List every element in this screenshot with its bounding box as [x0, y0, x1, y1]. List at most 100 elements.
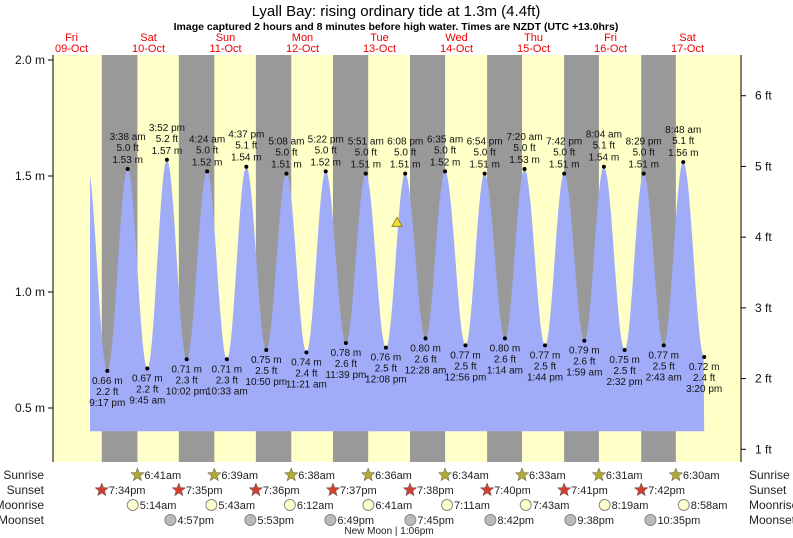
low-tide-point	[423, 336, 428, 341]
low-tide-point	[463, 343, 468, 348]
low-tide-m: 0.77 m	[530, 350, 561, 361]
sunrise-time: 6:30am	[683, 470, 720, 482]
high-tide-m: 1.51 m	[350, 160, 381, 171]
low-tide-ft: 2.6 ft	[494, 354, 516, 365]
low-tide-ft: 2.5 ft	[454, 361, 476, 372]
sunrise-time: 6:36am	[375, 470, 412, 482]
moonrise-time: 8:19am	[612, 500, 649, 512]
high-tide-time: 6:08 pm	[387, 137, 423, 148]
low-tide-time: 10:02 pm	[166, 386, 208, 397]
low-tide-ft: 2.6 ft	[573, 357, 595, 368]
high-tide-m: 1.52 m	[430, 157, 461, 168]
low-tide-ft: 2.4 ft	[693, 373, 715, 384]
high-tide-m: 1.53 m	[112, 155, 143, 166]
low-tide-time: 11:39 pm	[325, 370, 366, 381]
moonrise-icon	[598, 499, 611, 511]
low-tide-time: 1:59 am	[566, 368, 602, 379]
low-tide-point	[184, 357, 189, 362]
day-date: 14-Oct	[440, 43, 473, 55]
moonset-time: 5:53pm	[257, 515, 294, 527]
low-tide-point	[661, 343, 666, 348]
high-tide-ft: 5.0 ft	[633, 148, 655, 159]
low-tide-m: 0.77 m	[648, 350, 679, 361]
low-tide-point	[702, 354, 707, 359]
high-tide-m: 1.57 m	[152, 146, 183, 157]
moonrise-icon	[362, 499, 375, 511]
left-tick-label: 1.5 m	[15, 169, 45, 183]
sunrise-time: 6:38am	[298, 470, 335, 482]
day-date: 12-Oct	[286, 43, 319, 55]
moonset-time: 6:49pm	[337, 515, 374, 527]
high-tide-time: 3:38 am	[110, 132, 146, 143]
high-tide-m: 1.51 m	[549, 160, 580, 171]
high-tide-ft: 5.0 ft	[474, 148, 496, 159]
day-name: Tue	[370, 32, 389, 44]
sunset-time: 7:34pm	[109, 485, 146, 497]
low-tide-m: 0.71 m	[171, 364, 202, 375]
moonrise-time: 7:11am	[454, 500, 490, 512]
high-tide-time: 3:52 pm	[149, 123, 185, 134]
low-tide-ft: 2.6 ft	[414, 354, 436, 365]
low-tide-time: 12:56 pm	[445, 372, 487, 383]
sunrise-time: 6:34am	[452, 470, 489, 482]
low-tide-time: 2:32 pm	[607, 377, 643, 388]
current-tide-marker	[391, 216, 403, 227]
moonset-row-label: Moonset	[0, 513, 45, 527]
high-tide-m: 1.51 m	[628, 160, 659, 171]
high-tide-point	[403, 171, 408, 176]
moonset-time: 10:35pm	[657, 515, 700, 527]
sunrise-icon	[207, 467, 222, 482]
sunset-row-label-right: Sunset	[749, 483, 787, 497]
high-tide-time: 8:48 am	[665, 125, 701, 136]
high-tide-time: 7:20 am	[506, 132, 542, 143]
high-tide-ft: 5.1 ft	[672, 136, 694, 147]
right-tick-label: 3 ft	[755, 301, 772, 315]
moonset-icon	[404, 514, 417, 526]
moonrise-time: 8:58am	[691, 500, 728, 512]
moonrise-row-label-right: Moonrise	[749, 498, 793, 512]
low-tide-point	[383, 345, 388, 350]
high-tide-m: 1.54 m	[589, 153, 620, 164]
low-tide-time: 10:33 am	[206, 386, 248, 397]
day-name: Sat	[140, 32, 157, 44]
sunrise-time: 6:31am	[606, 470, 643, 482]
moonrise-time: 5:43am	[218, 500, 255, 512]
low-tide-point	[304, 350, 309, 355]
right-tick-label: 4 ft	[755, 230, 772, 244]
low-tide-ft: 2.5 ft	[653, 361, 675, 372]
high-tide-m: 1.51 m	[469, 160, 500, 171]
high-tide-time: 5:51 am	[348, 137, 384, 148]
sunrise-icon	[360, 467, 376, 482]
low-tide-ft: 2.2 ft	[136, 385, 158, 396]
high-tide-time: 6:35 am	[427, 134, 463, 145]
day-date: 17-Oct	[671, 43, 704, 55]
high-tide-time: 5:08 am	[268, 137, 304, 148]
high-tide-ft: 5.0 ft	[553, 148, 575, 159]
low-tide-ft: 2.5 ft	[534, 361, 556, 372]
moonset-icon	[484, 514, 497, 526]
low-tide-m: 0.72 m	[689, 362, 720, 373]
low-tide-ft: 2.5 ft	[613, 366, 635, 377]
high-tide-ft: 5.2 ft	[156, 134, 178, 145]
moonset-icon	[164, 514, 177, 526]
right-tick-label: 6 ft	[755, 89, 772, 103]
right-tick-label: 1 ft	[755, 442, 772, 456]
high-tide-ft: 5.0 ft	[355, 148, 377, 159]
chart-subtitle: Image captured 2 hours and 8 minutes bef…	[174, 21, 619, 33]
low-tide-time: 12:28 am	[405, 365, 447, 376]
low-tide-ft: 2.4 ft	[295, 368, 317, 379]
moonrise-row-label: Moonrise	[0, 498, 44, 512]
sunrise-icon	[591, 467, 607, 482]
high-tide-m: 1.56 m	[668, 148, 699, 159]
high-tide-point	[601, 164, 606, 169]
sunset-row-label: Sunset	[7, 483, 45, 497]
sunset-icon	[171, 482, 187, 497]
high-tide-time: 6:54 pm	[467, 137, 503, 148]
high-tide-time: 5:22 pm	[308, 134, 344, 145]
high-tide-ft: 5.1 ft	[235, 141, 257, 152]
high-tide-point	[323, 169, 328, 174]
low-tide-point	[502, 336, 507, 341]
high-tide-ft: 5.0 ft	[394, 148, 416, 159]
low-tide-ft: 2.6 ft	[335, 359, 357, 370]
low-tide-time: 2:43 am	[646, 372, 682, 383]
